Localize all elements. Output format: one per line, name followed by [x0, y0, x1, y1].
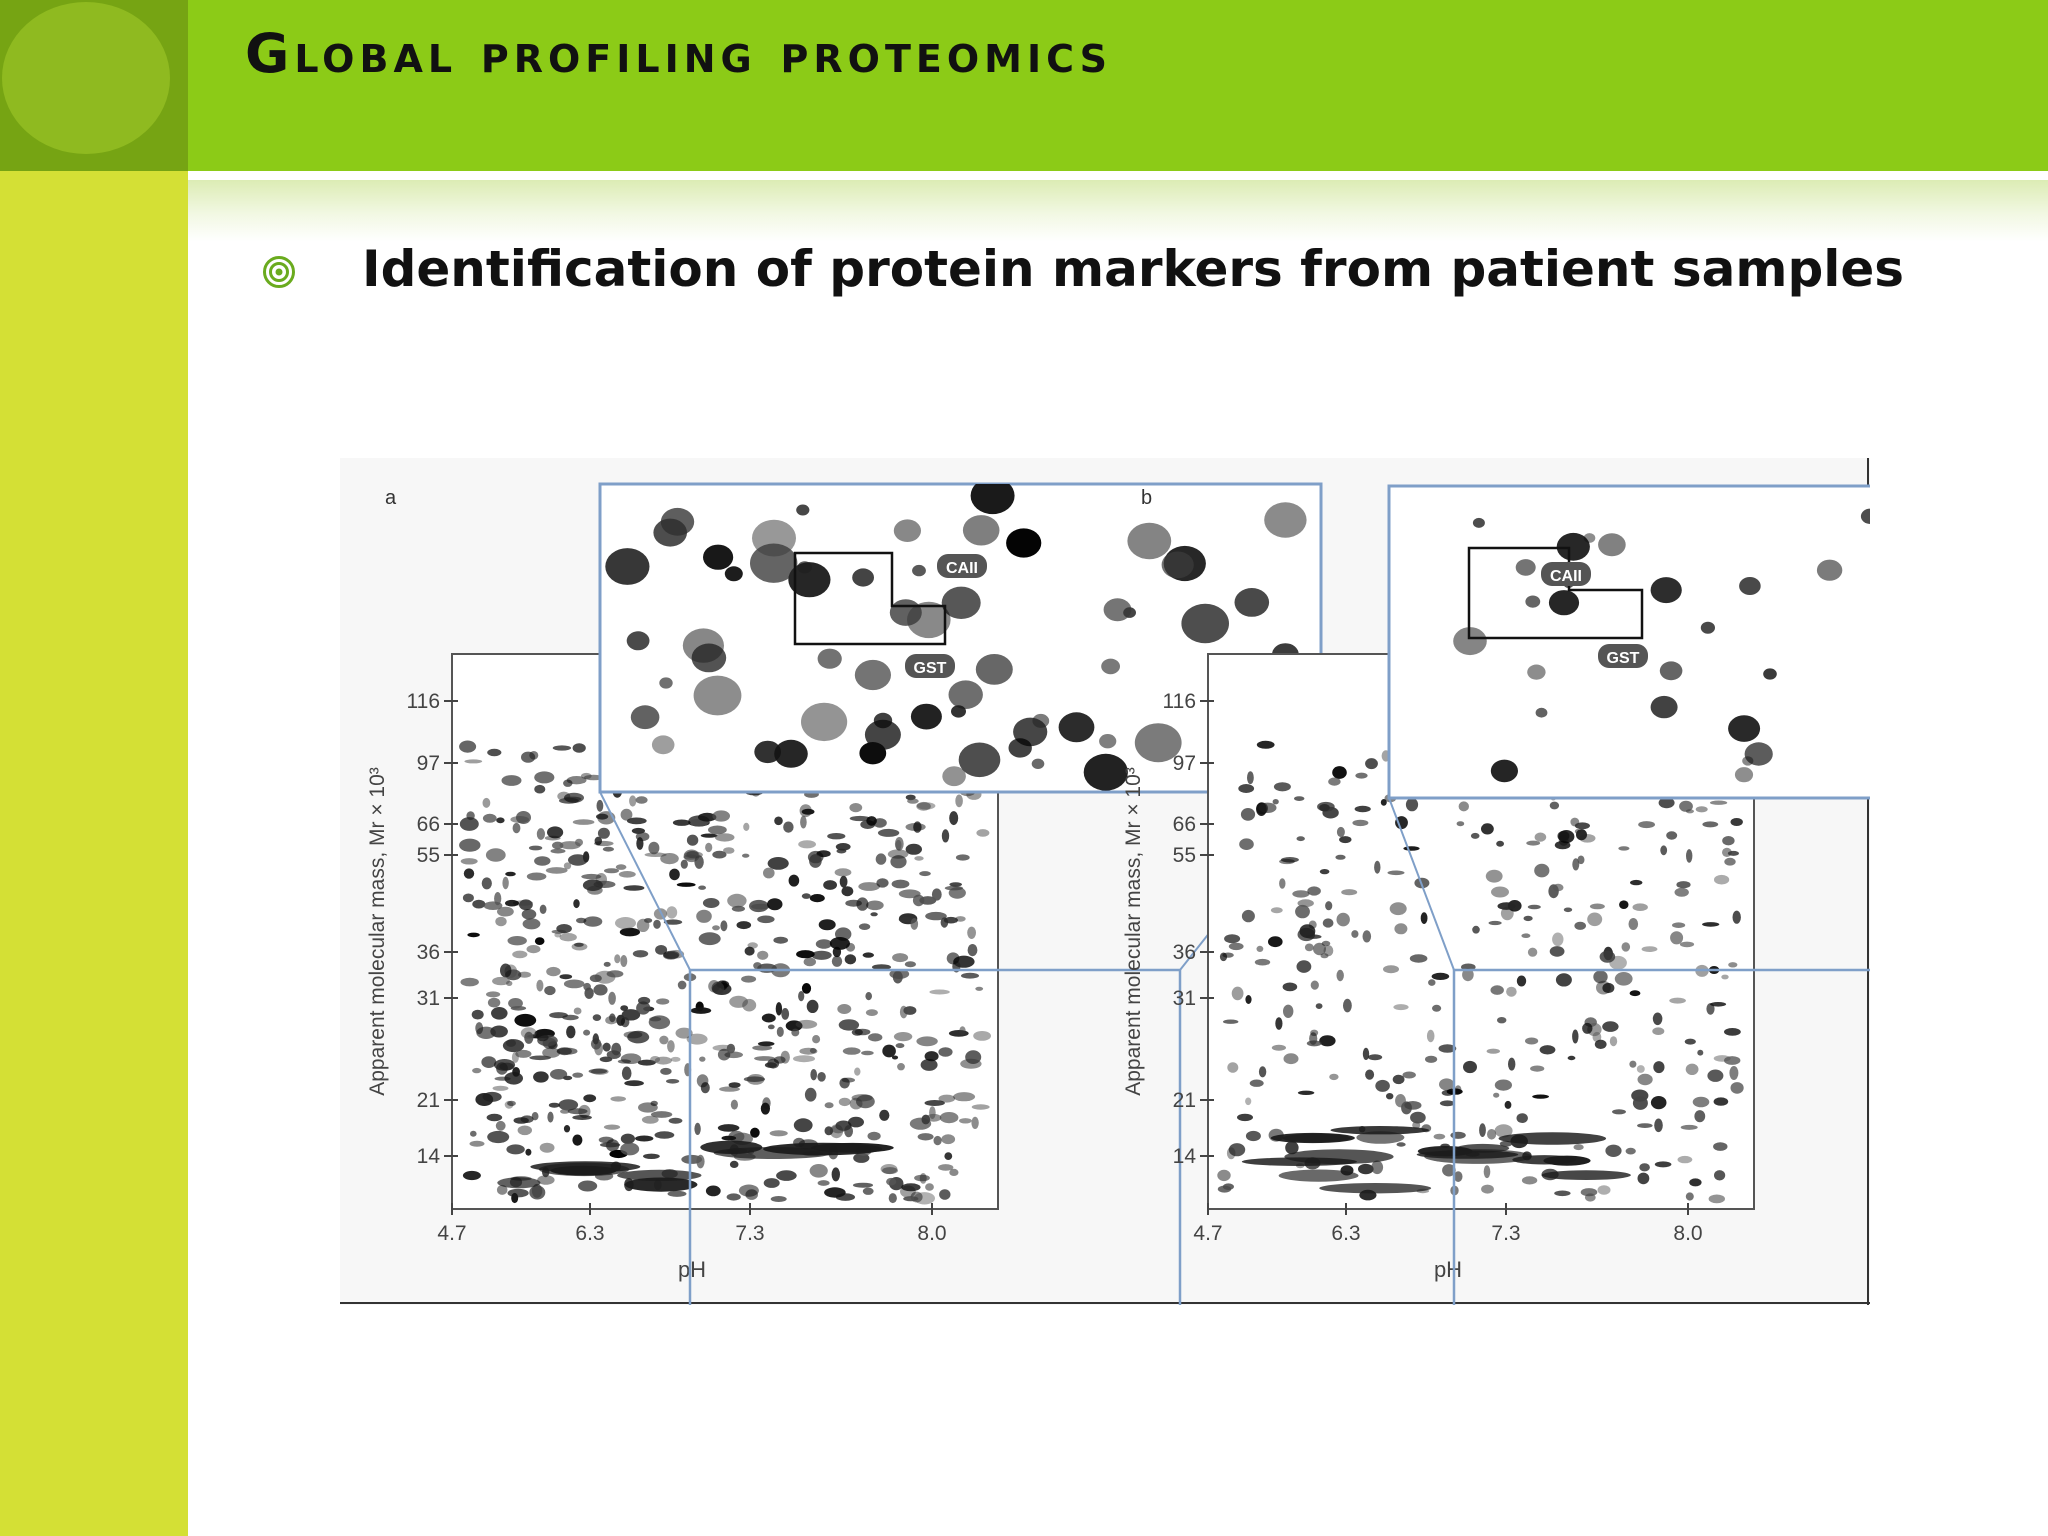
target-bullet-icon [262, 255, 296, 289]
y-tick-label: 55 [417, 844, 440, 867]
magnified-inset: CAII GST [1389, 486, 1870, 798]
x-tick-label: 8.0 [1673, 1222, 1702, 1245]
x-tick-label: 4.7 [437, 1222, 466, 1245]
y-tick-label: 36 [417, 941, 440, 964]
x-axis-title: pH [678, 1257, 706, 1282]
inset-label: CAII [1550, 568, 1582, 585]
y-tick-label: 97 [417, 752, 440, 775]
inset-label: GST [1607, 650, 1640, 667]
y-tick-label: 36 [1173, 941, 1196, 964]
x-axis-title: pH [1434, 1257, 1462, 1282]
y-tick-label: 116 [407, 690, 440, 713]
panel-label: b [1141, 487, 1152, 509]
inset-label: GST [914, 660, 947, 677]
header-divider [188, 171, 2048, 180]
y-tick-label: 97 [1173, 752, 1196, 775]
y-axis-title: Apparent molecular mass, Mr × 10³ [366, 767, 389, 1096]
y-tick-label: 66 [1173, 813, 1196, 836]
bullet-item: Identification of protein markers from p… [362, 240, 1904, 298]
y-tick-label: 21 [1173, 1089, 1196, 1112]
y-tick-label: 21 [417, 1089, 440, 1112]
x-tick-label: 7.3 [735, 1222, 764, 1245]
left-sidebar-band [0, 0, 188, 1536]
y-tick-label: 31 [1173, 987, 1196, 1010]
x-tick-label: 6.3 [1331, 1222, 1360, 1245]
gel-figure: a 116 97 66 55 36 31 21 14 4.7 6.3 7.3 8.0 pH Apparent… [340, 458, 1870, 1305]
x-tick-label: 8.0 [917, 1222, 946, 1245]
x-tick-label: 6.3 [575, 1222, 604, 1245]
y-tick-label: 55 [1173, 844, 1196, 867]
y-tick-label: 116 [1163, 690, 1196, 713]
y-tick-label: 14 [417, 1145, 441, 1168]
slide-title: Global profiling proteomics [245, 22, 1112, 85]
y-tick-label: 31 [417, 987, 440, 1010]
corner-decorative-circle [2, 2, 170, 154]
x-tick-label: 4.7 [1193, 1222, 1222, 1245]
y-tick-label: 66 [417, 813, 440, 836]
inset-label: CAII [946, 560, 978, 577]
y-tick-label: 14 [1173, 1145, 1197, 1168]
header-corner-block [0, 0, 188, 171]
panel-label: a [385, 487, 397, 509]
x-tick-label: 7.3 [1491, 1222, 1520, 1245]
y-axis-title: Apparent molecular mass, Mr × 10³ [1122, 767, 1145, 1096]
header-gradient-fade [188, 180, 2048, 242]
